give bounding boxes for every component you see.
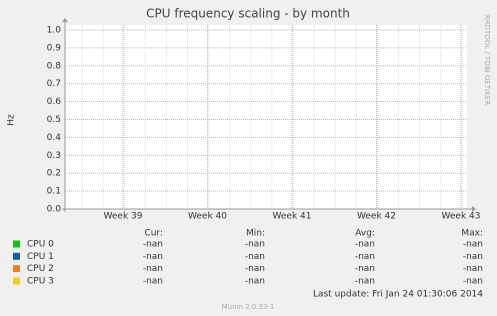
version: Munin 2.0.33-1 — [222, 303, 275, 311]
legend-label: CPU 0 — [27, 240, 54, 250]
y-tick-label: 0.5 — [47, 115, 61, 125]
last-update: Last update: Fri Jan 24 01:30:06 2014 — [313, 290, 483, 300]
y-tick-label: 0.6 — [47, 97, 62, 107]
y-tick-label: 0.3 — [47, 151, 61, 161]
stat-value: -nan — [463, 240, 483, 250]
legend-swatch — [13, 252, 20, 260]
x-tick-label: Week 40 — [188, 212, 227, 222]
stat-header: Avg: — [355, 229, 375, 239]
plot-area — [65, 25, 467, 209]
stat-value: -nan — [355, 276, 375, 286]
y-tick-label: 0.9 — [47, 43, 62, 53]
legend-label: CPU 1 — [27, 252, 54, 262]
stat-value: -nan — [143, 252, 163, 262]
stat-value: -nan — [463, 276, 483, 286]
stat-value: -nan — [245, 252, 265, 262]
y-tick-label: 0.4 — [47, 133, 62, 143]
stat-value: -nan — [143, 276, 163, 286]
stat-value: -nan — [245, 276, 265, 286]
x-tick-label: Week 39 — [104, 212, 143, 222]
x-tick-label: Week 43 — [442, 212, 481, 222]
legend-swatch — [13, 277, 20, 285]
stat-header: Cur: — [144, 229, 163, 239]
y-axis-label: Hz — [7, 114, 17, 126]
legend-swatch — [13, 265, 20, 273]
chart-title: CPU frequency scaling - by month — [146, 7, 350, 21]
stat-value: -nan — [463, 264, 483, 274]
stat-header: Max: — [461, 229, 483, 239]
y-tick-label: 0.1 — [47, 187, 61, 197]
y-tick-label: 0.7 — [47, 79, 61, 89]
stat-value: -nan — [245, 240, 265, 250]
y-tick-label: 0.2 — [47, 169, 61, 179]
legend-swatch — [13, 240, 20, 248]
y-tick-label: 0.0 — [47, 205, 62, 215]
stat-header: Min: — [246, 229, 265, 239]
stat-value: -nan — [355, 252, 375, 262]
stat-value: -nan — [245, 264, 265, 274]
stat-value: -nan — [143, 264, 163, 274]
side-text: RRDTOOL / TOBI OETIKER — [483, 15, 491, 105]
x-axis-arrow — [472, 206, 476, 212]
legend-label: CPU 3 — [27, 276, 54, 286]
stat-value: -nan — [355, 264, 375, 274]
x-tick-label: Week 42 — [357, 212, 396, 222]
stat-value: -nan — [355, 240, 375, 250]
legend-label: CPU 2 — [27, 264, 54, 274]
y-axis-arrow — [62, 18, 68, 22]
stat-value: -nan — [143, 240, 163, 250]
x-tick-label: Week 41 — [273, 212, 312, 222]
stat-value: -nan — [463, 252, 483, 262]
y-tick-label: 1.0 — [47, 26, 62, 36]
y-tick-label: 0.8 — [47, 61, 62, 71]
